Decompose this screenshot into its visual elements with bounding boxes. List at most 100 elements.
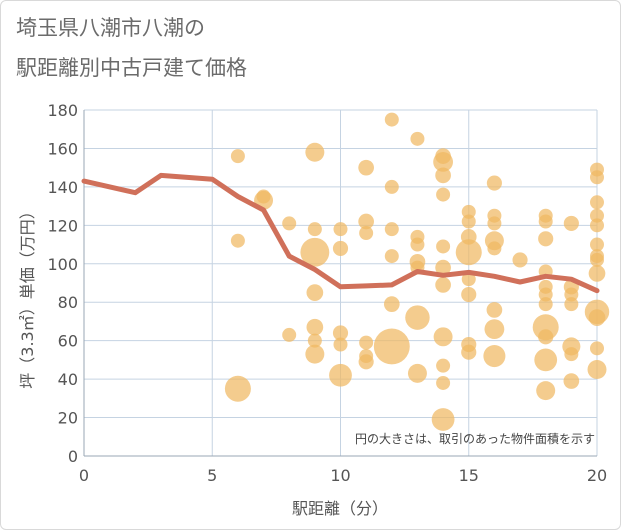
tick-layer: 0 20 40 60 80 100 120 140 160 180 0 5 10 15 20 — [47, 101, 607, 485]
bubble-point — [305, 142, 325, 162]
y-tick-label: 60 — [58, 332, 78, 351]
x-tick-label: 0 — [79, 466, 89, 485]
bubble-point — [590, 195, 604, 210]
y-tick-label: 140 — [47, 178, 78, 197]
y-tick-label: 80 — [58, 293, 78, 312]
bubble-point — [359, 349, 374, 364]
x-tick-label: 5 — [207, 466, 217, 485]
bubble-point — [455, 239, 482, 266]
bubble-point — [487, 241, 502, 256]
x-tick-label: 10 — [330, 466, 350, 485]
bubble-point — [405, 305, 430, 330]
bubble-point — [282, 216, 297, 231]
x-tick-label: 20 — [587, 466, 607, 485]
bubble-point — [486, 175, 502, 191]
bubble-layer — [224, 112, 610, 431]
bubble-point — [461, 286, 477, 303]
bubble-point — [512, 252, 528, 268]
bubble-point — [484, 319, 505, 340]
bubble-point — [305, 344, 325, 364]
bubble-point — [461, 204, 476, 219]
bubble-point — [307, 333, 322, 348]
bubble-point — [230, 149, 245, 164]
line-layer — [81, 172, 600, 294]
bubble-point — [460, 229, 477, 245]
bubble-point — [587, 360, 607, 379]
bubble-point — [384, 249, 399, 264]
y-tick-label: 100 — [47, 255, 78, 274]
bubble-point — [373, 328, 410, 365]
bubble-point — [433, 327, 453, 347]
bubble-point — [534, 348, 558, 372]
bubble-point — [538, 297, 553, 312]
bubble-point — [300, 237, 330, 267]
bubble-point — [435, 277, 451, 293]
bubble-point — [538, 214, 553, 229]
bubble-point — [407, 363, 427, 383]
bubble-point — [435, 148, 451, 164]
bubble-point — [590, 170, 604, 185]
bubble-point — [435, 259, 451, 276]
bubble-point — [564, 287, 579, 302]
bubble-point — [436, 375, 451, 390]
bubble-point — [538, 231, 554, 247]
y-tick-label: 160 — [47, 139, 78, 158]
bubble-point — [436, 358, 451, 373]
bubble-point — [538, 329, 554, 345]
average-price-line — [81, 172, 600, 294]
bubble-point — [307, 222, 322, 237]
bubble-point — [536, 381, 556, 401]
bubble-point — [333, 222, 348, 237]
bubble-point — [590, 208, 604, 223]
bubble-point — [588, 265, 606, 282]
chart-title-line-2: 駅距離別中古戸建て価格 — [16, 56, 247, 80]
bubble-point — [590, 341, 604, 356]
bubble-point — [358, 159, 374, 176]
bubble-point — [306, 284, 324, 301]
bubble-point — [358, 213, 374, 230]
bubble-point — [563, 215, 579, 231]
x-tick-label: 15 — [459, 466, 479, 485]
x-axis-label: 駅距離（分） — [292, 499, 388, 518]
bubble-point — [590, 218, 604, 233]
bubble-size-note: 円の大きさは、取引のあった物件面積を示す — [355, 431, 595, 446]
bubble-point — [332, 240, 349, 256]
bubble-point — [538, 287, 553, 302]
bubble-point — [306, 318, 324, 336]
bubble-point — [563, 373, 580, 389]
bubble-point — [483, 345, 506, 368]
bubble-point — [461, 344, 477, 360]
y-tick-label: 120 — [47, 216, 78, 235]
chart-title-line-1: 埼玉県八潮市八潮の — [16, 16, 205, 40]
bubble-point — [384, 112, 399, 127]
bubble-point — [329, 363, 352, 387]
bubble-point — [332, 325, 349, 341]
bubble-point — [256, 189, 271, 204]
bubble-point — [461, 214, 476, 229]
bubble-point — [564, 347, 579, 362]
bubble-point — [588, 309, 606, 326]
bubble-point — [410, 237, 425, 252]
bubble-point — [230, 233, 245, 248]
bubble-point — [383, 296, 400, 312]
bubble-point — [384, 179, 399, 194]
bubble-point — [359, 226, 374, 241]
bubble-point — [461, 272, 476, 287]
y-tick-label: 20 — [58, 409, 78, 428]
bubble-point — [564, 297, 579, 312]
bubble-point — [333, 337, 348, 352]
bubble-point — [224, 375, 251, 402]
bubble-point — [282, 327, 297, 342]
bubble-point — [410, 131, 425, 146]
bubble-point — [486, 302, 503, 318]
y-tick-label: 180 — [47, 101, 78, 120]
bubble-point — [590, 252, 604, 267]
bubble-point — [359, 335, 374, 350]
bubble-point — [436, 187, 451, 202]
bubble-point — [384, 222, 399, 237]
bubble-point — [431, 408, 455, 431]
bubble-point — [436, 239, 451, 254]
y-tick-label: 0 — [68, 447, 78, 466]
bubble-point — [435, 167, 451, 184]
